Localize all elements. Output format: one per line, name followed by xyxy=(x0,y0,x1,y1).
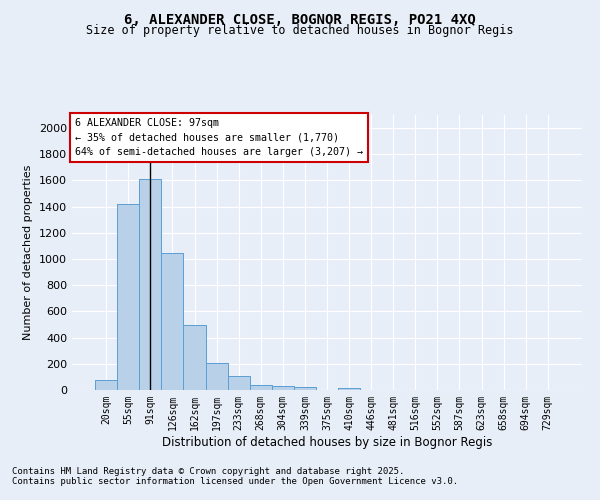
Y-axis label: Number of detached properties: Number of detached properties xyxy=(23,165,34,340)
Bar xyxy=(184,324,206,390)
Bar xyxy=(272,386,294,390)
Bar xyxy=(139,179,161,390)
Bar xyxy=(161,252,184,390)
Text: Contains HM Land Registry data © Crown copyright and database right 2025.: Contains HM Land Registry data © Crown c… xyxy=(12,467,404,476)
X-axis label: Distribution of detached houses by size in Bognor Regis: Distribution of detached houses by size … xyxy=(162,436,492,448)
Bar xyxy=(117,204,139,390)
Bar xyxy=(227,376,250,390)
Bar xyxy=(250,385,272,390)
Text: 6 ALEXANDER CLOSE: 97sqm
← 35% of detached houses are smaller (1,770)
64% of sem: 6 ALEXANDER CLOSE: 97sqm ← 35% of detach… xyxy=(74,118,362,158)
Text: 6, ALEXANDER CLOSE, BOGNOR REGIS, PO21 4XQ: 6, ALEXANDER CLOSE, BOGNOR REGIS, PO21 4… xyxy=(124,12,476,26)
Bar xyxy=(95,380,117,390)
Bar xyxy=(206,363,227,390)
Bar xyxy=(338,388,360,390)
Text: Contains public sector information licensed under the Open Government Licence v3: Contains public sector information licen… xyxy=(12,477,458,486)
Text: Size of property relative to detached houses in Bognor Regis: Size of property relative to detached ho… xyxy=(86,24,514,37)
Bar xyxy=(294,388,316,390)
